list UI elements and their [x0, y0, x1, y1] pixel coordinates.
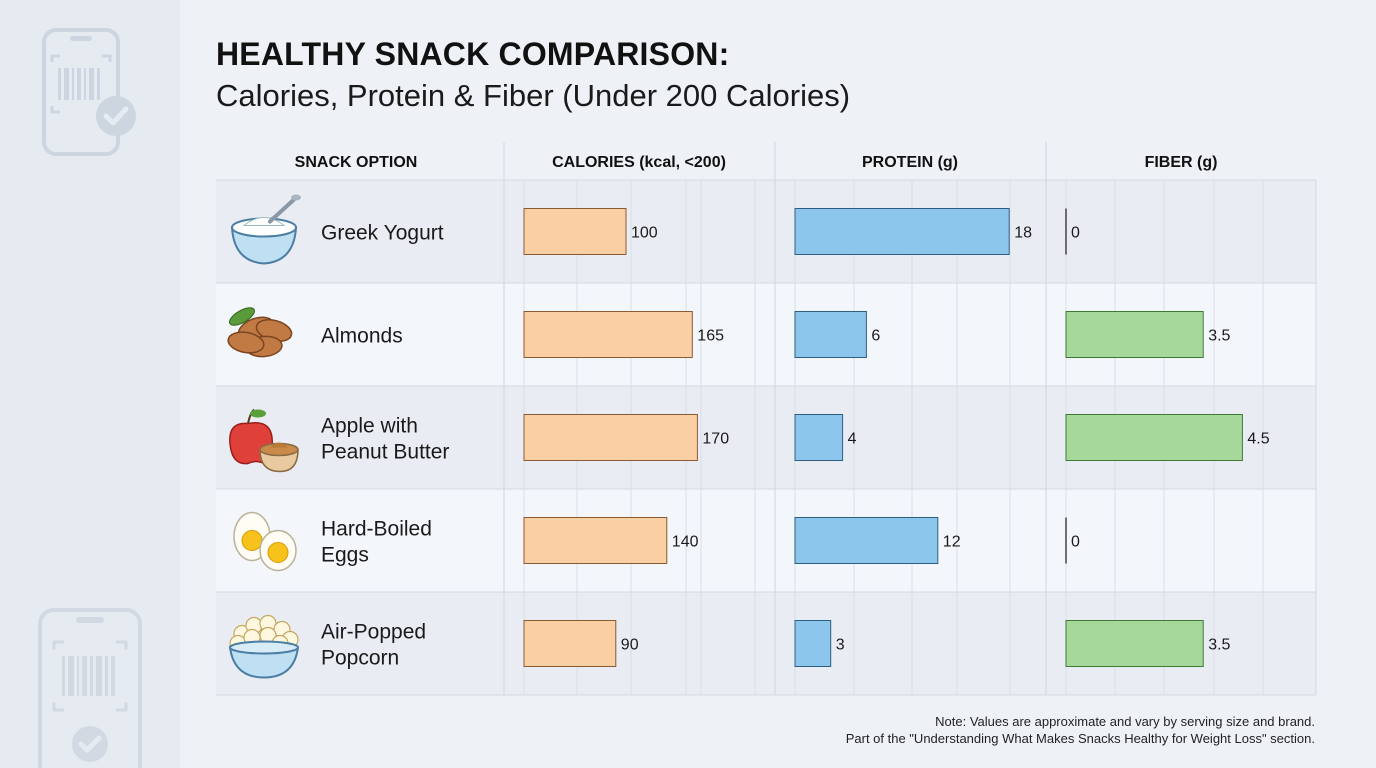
apple-peanut-butter-icon [229, 408, 299, 473]
snack-label: Greek Yogurt [321, 222, 444, 245]
chart-subtitle: Calories, Protein & Fiber (Under 200 Cal… [216, 78, 851, 113]
popcorn-bowl-icon [228, 614, 300, 679]
calories-bar [523, 208, 627, 255]
fiber-value-label: 0 [1071, 225, 1080, 242]
almonds-icon [227, 307, 293, 358]
fiber-value-label: 0 [1071, 534, 1080, 551]
snack-label: Almonds [321, 325, 403, 348]
protein-bar [794, 517, 939, 564]
footnote-line-2: Part of the "Understanding What Makes Sn… [845, 731, 1315, 746]
protein-value-label: 4 [848, 431, 857, 448]
protein-value-label: 18 [1014, 225, 1032, 242]
snack-label: Apple with Peanut Butter [321, 415, 449, 464]
header-protein: PROTEIN (g) [862, 154, 958, 171]
phone-barcode-check-icon [42, 28, 136, 156]
snack-label: Air-Popped Popcorn [321, 621, 426, 670]
fiber-bar [1065, 414, 1243, 461]
boiled-eggs-icon [233, 511, 297, 572]
protein-bar [794, 311, 867, 358]
protein-value-label: 12 [943, 534, 961, 551]
snack-label: Hard-Boiled Eggs [321, 518, 432, 567]
calories-bar [523, 517, 668, 564]
header-snack: SNACK OPTION [295, 154, 418, 171]
greek-yogurt-bowl-icon [230, 194, 301, 265]
calories-value-label: 170 [702, 431, 729, 448]
fiber-value-label: 3.5 [1208, 637, 1230, 654]
table-row [216, 489, 1316, 592]
fiber-bar [1065, 620, 1204, 667]
calories-bar [523, 311, 693, 358]
footnote-line-1: Note: Values are approximate and vary by… [935, 714, 1315, 729]
chart-title: HEALTHY SNACK COMPARISON: [216, 36, 730, 72]
calories-value-label: 100 [631, 225, 658, 242]
calories-value-label: 140 [672, 534, 699, 551]
protein-bar [794, 414, 844, 461]
footnote: Note: Values are approximate and vary by… [846, 713, 1315, 747]
protein-bar [794, 620, 832, 667]
protein-value-label: 3 [836, 637, 845, 654]
phone-barcode-check-icon [38, 608, 142, 768]
protein-value-label: 6 [871, 328, 880, 345]
protein-bar [794, 208, 1010, 255]
fiber-value-label: 3.5 [1208, 328, 1230, 345]
calories-bar [523, 414, 698, 461]
calories-bar [523, 620, 617, 667]
grid-lines [216, 142, 1317, 696]
calories-value-label: 90 [621, 637, 639, 654]
header-calories: CALORIES (kcal, <200) [552, 154, 726, 171]
calories-value-label: 165 [697, 328, 724, 345]
left-decor-strip [0, 0, 180, 768]
table-row [216, 180, 1316, 283]
fiber-bar [1065, 311, 1204, 358]
header-fiber: FIBER (g) [1145, 154, 1218, 171]
fiber-value-label: 4.5 [1247, 431, 1269, 448]
